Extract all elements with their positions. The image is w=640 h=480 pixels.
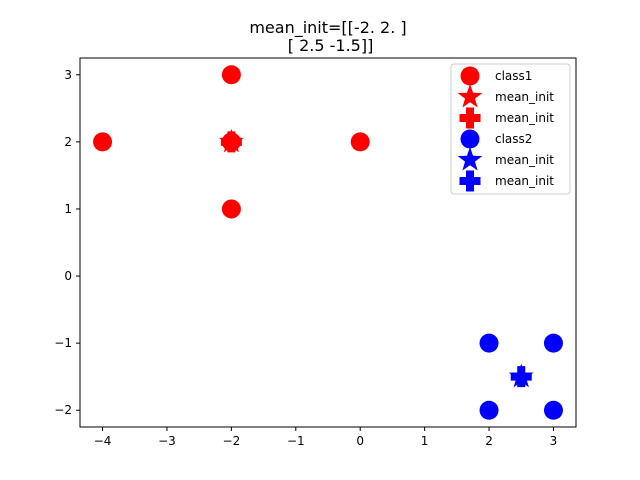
class2-circle-point-1 [543, 333, 563, 353]
axes-frame [79, 57, 577, 428]
class1-circle-point-2 [221, 199, 241, 219]
class2-circle-point-3 [543, 400, 563, 420]
class1-circle-point-0 [93, 132, 113, 152]
legend-label: mean_init [495, 111, 554, 125]
y-tick-label: 0 [64, 269, 72, 283]
series-mean_init-plus [510, 366, 532, 388]
axis-ticks: −4 −3 −2 −1 0 1 2 3 −2 −1 0 1 2 3 [54, 68, 557, 448]
x-tick-label: 2 [485, 434, 493, 448]
class2-circle-point-2 [479, 400, 499, 420]
series-class2-circle [479, 333, 563, 420]
legend-marker-circle [460, 129, 480, 149]
legend-marker-circle [460, 66, 480, 86]
legend-marker-star [457, 147, 483, 171]
legend-entry: class2 [460, 129, 532, 149]
x-tick-label: −4 [94, 434, 112, 448]
legend-entry: mean_init [459, 170, 554, 192]
legend-label: mean_init [495, 90, 554, 104]
legend-marker-plus [459, 107, 481, 129]
legend: class1mean_initmean_initclass2mean_initm… [450, 63, 571, 195]
legend-marker-star [457, 84, 483, 108]
chart-marks [93, 65, 563, 420]
legend-box [450, 63, 571, 195]
class1-circle-point-3 [350, 132, 370, 152]
class1-circle-point-1 [221, 65, 241, 85]
x-tick-label: −2 [223, 434, 241, 448]
x-tick-label: 3 [550, 434, 558, 448]
y-tick-label: −2 [54, 403, 72, 417]
x-tick-label: 0 [356, 434, 364, 448]
legend-entry: mean_init [457, 147, 554, 171]
legend-label: class2 [495, 132, 532, 146]
series-mean_init-plus [220, 131, 242, 153]
y-tick-label: 1 [64, 202, 72, 216]
legend-label: mean_init [495, 174, 554, 188]
legend-entry: mean_init [459, 107, 554, 129]
mean_init-plus-point-0 [510, 366, 532, 388]
legend-label: mean_init [495, 153, 554, 167]
legend-entry: class1 [460, 66, 532, 86]
x-tick-label: −3 [158, 434, 176, 448]
mean_init-plus-point-0 [220, 131, 242, 153]
legend-label: class1 [495, 69, 532, 83]
y-tick-label: 2 [64, 135, 72, 149]
chart-title-line-2: [ 2.5 -1.5]] [283, 36, 374, 55]
legend-marker-plus [459, 170, 481, 192]
x-tick-label: −1 [287, 434, 305, 448]
y-tick-label: −1 [54, 336, 72, 350]
class2-circle-point-0 [479, 333, 499, 353]
chart-title-line-1: mean_init=[[-2. 2. ] [249, 18, 406, 38]
x-tick-label: 1 [421, 434, 429, 448]
y-tick-label: 3 [64, 68, 72, 82]
legend-entry: mean_init [457, 84, 554, 108]
